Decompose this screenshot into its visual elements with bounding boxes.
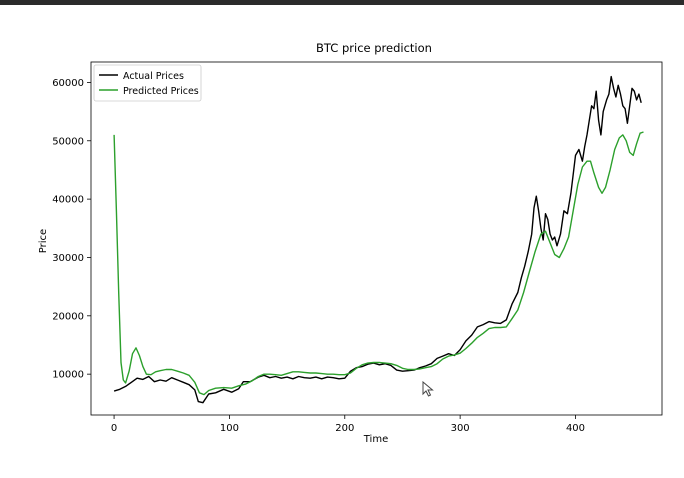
mouse-cursor-icon <box>422 381 434 397</box>
y-tick-label: 20000 <box>52 311 84 322</box>
x-tick-label: 200 <box>335 423 354 434</box>
series-layer <box>113 75 644 404</box>
y-axis-ticks: 10000 20000 30000 40000 50000 60000 <box>52 78 91 381</box>
predicted-prices-line <box>113 131 644 396</box>
x-axis-ticks: 0 100 200 300 400 <box>111 415 585 434</box>
chart-figure: BTC price prediction 10000 20000 30000 4000… <box>0 5 684 474</box>
legend: Actual Prices Predicted Prices <box>93 64 202 102</box>
y-tick-label: 10000 <box>52 370 84 381</box>
x-tick-label: 300 <box>451 423 470 434</box>
x-tick-label: 400 <box>566 423 585 434</box>
x-axis-label: Time <box>363 434 388 445</box>
legend-label-actual: Actual Prices <box>123 71 184 82</box>
x-tick-label: 0 <box>111 423 117 434</box>
y-tick-label: 50000 <box>52 136 84 147</box>
plot-area <box>90 61 663 416</box>
y-axis-label: Price <box>38 229 49 253</box>
x-tick-label: 100 <box>220 423 239 434</box>
window-top-bar <box>0 0 684 5</box>
y-tick-label: 40000 <box>52 195 84 206</box>
legend-label-predicted: Predicted Prices <box>123 86 199 97</box>
btc-price-chart: BTC price prediction 1000020000300004000… <box>38 41 663 445</box>
legend-box <box>93 64 202 102</box>
y-tick-label: 30000 <box>52 253 84 264</box>
y-tick-label: 60000 <box>52 78 84 89</box>
chart-title: BTC price prediction <box>316 41 432 55</box>
